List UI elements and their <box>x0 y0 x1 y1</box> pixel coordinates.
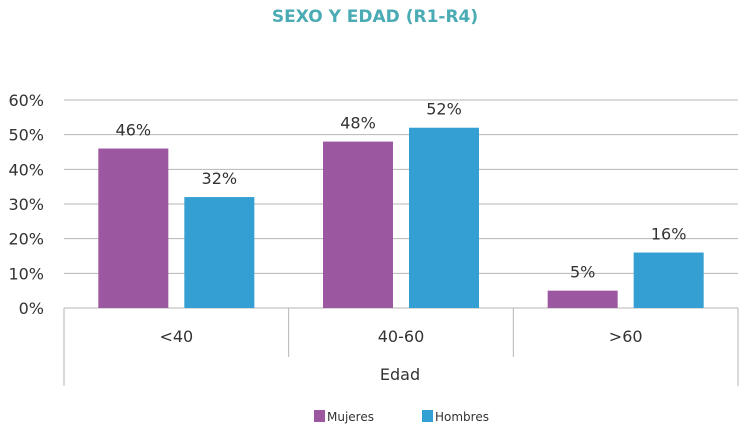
bar-mujeres <box>98 148 169 308</box>
legend-label: Mujeres <box>327 410 374 424</box>
legend: Mujeres Hombres <box>314 410 489 424</box>
data-label: 46% <box>116 121 152 140</box>
bar-hombres <box>184 197 255 308</box>
data-label: 48% <box>340 114 376 133</box>
data-label: 32% <box>202 169 238 188</box>
y-tick-label: 0% <box>19 299 44 318</box>
x-tick-label: >60 <box>609 327 643 346</box>
legend-swatch <box>314 410 325 422</box>
data-labels: 46% 32% 48% 52% 5% 16% <box>116 100 687 282</box>
data-label: 5% <box>570 263 595 282</box>
y-tick-label: 40% <box>8 160 44 179</box>
legend-item-hombres: Hombres <box>422 410 489 424</box>
x-tick-label: 40-60 <box>378 327 425 346</box>
bar-mujeres <box>323 141 393 308</box>
bar-hombres <box>633 252 704 308</box>
grid <box>63 99 739 386</box>
y-tick-label: 50% <box>8 126 44 145</box>
x-axis: <40 40-60 >60 <box>159 327 642 346</box>
legend-label: Hombres <box>435 410 489 424</box>
bar-mujeres <box>547 290 618 308</box>
x-tick-label: <40 <box>159 327 193 346</box>
legend-item-mujeres: Mujeres <box>314 410 374 424</box>
y-tick-label: 60% <box>8 91 44 110</box>
y-tick-label: 20% <box>8 230 44 249</box>
y-axis: 0% 10% 20% 30% 40% 50% 60% <box>8 91 44 318</box>
bars <box>98 127 704 308</box>
legend-swatch <box>422 410 433 422</box>
data-label: 52% <box>426 100 462 119</box>
chart-title: SEXO Y EDAD (R1-R4) <box>272 7 478 27</box>
y-tick-label: 30% <box>8 195 44 214</box>
y-tick-label: 10% <box>8 264 44 283</box>
bar-hombres <box>409 127 479 308</box>
x-axis-title: Edad <box>380 365 420 384</box>
data-label: 16% <box>651 225 687 244</box>
